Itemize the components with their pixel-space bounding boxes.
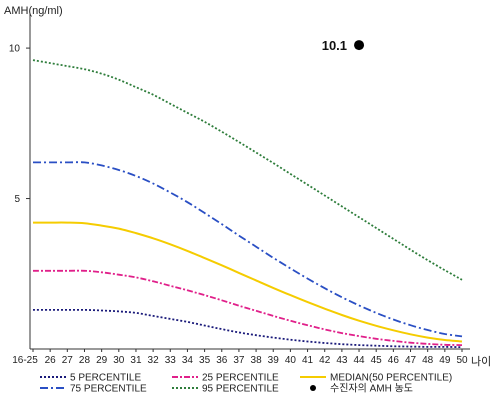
x-tick-label-25: 50 — [456, 355, 468, 366]
x-tick-label-11: 36 — [216, 355, 228, 366]
series-line-3 — [32, 161, 463, 338]
series-line-2 — [33, 221, 463, 343]
x-tick-label-1: 26 — [45, 355, 57, 366]
series-line-4 — [32, 59, 463, 281]
x-tick-label-8: 33 — [165, 355, 177, 366]
x-tick-label-4: 29 — [96, 355, 108, 366]
y-tick-label-1: 5 — [14, 194, 20, 205]
x-tick-label-24: 49 — [439, 355, 451, 366]
x-tick-label-5: 30 — [113, 355, 125, 366]
legend-label-1: 25 PERCENTILE — [202, 373, 279, 384]
legend-marker-dot — [310, 385, 316, 391]
x-axis-title: 나이 — [471, 355, 491, 368]
x-tick-label-9: 34 — [182, 355, 194, 366]
x-tick-label-17: 42 — [319, 355, 331, 366]
legend-marker-label: 수진자의 AMH 농도 — [330, 383, 413, 395]
y-tick-label-0: 10 — [9, 44, 21, 55]
x-tick-label-13: 38 — [251, 355, 263, 366]
plot-area: 10 5 16-25 26 27 28 29 30 31 32 33 34 35 36 37 38 39 40 41… — [9, 14, 470, 366]
series-line-1 — [32, 269, 463, 346]
legend-label-3: 75 PERCENTILE — [70, 384, 147, 395]
legend: 5 PERCENTILE 25 PERCENTILE MEDIAN(50 PERCE… — [40, 373, 452, 395]
x-tick-label-14: 39 — [268, 355, 280, 366]
x-tick-label-15: 40 — [285, 355, 297, 366]
legend-label-4: 95 PERCENTILE — [202, 384, 279, 395]
x-tick-label-10: 35 — [199, 355, 211, 366]
x-tick-label-19: 44 — [353, 355, 365, 366]
series-line-0 — [32, 308, 463, 349]
x-tick-label-7: 32 — [148, 355, 160, 366]
x-tick-label-22: 47 — [405, 355, 417, 366]
x-tick-label-12: 37 — [233, 355, 245, 366]
x-tick-label-18: 43 — [336, 355, 348, 366]
legend-label-0: 5 PERCENTILE — [70, 373, 141, 384]
x-tick-label-0: 16-25 — [12, 355, 38, 366]
x-tick-label-23: 48 — [422, 355, 434, 366]
x-tick-label-20: 45 — [371, 355, 383, 366]
legend-label-2: MEDIAN(50 PERCENTILE) — [330, 373, 452, 384]
patient-amh-label: 10.1 — [322, 38, 347, 53]
x-tick-label-16: 41 — [302, 355, 314, 366]
patient-amh-marker — [354, 40, 365, 51]
x-tick-label-2: 27 — [62, 355, 74, 366]
y-axis-title: AMH(ng/ml) — [4, 5, 63, 17]
x-tick-label-3: 28 — [79, 355, 91, 366]
x-tick-label-21: 46 — [388, 355, 400, 366]
x-tick-label-6: 31 — [130, 355, 142, 366]
